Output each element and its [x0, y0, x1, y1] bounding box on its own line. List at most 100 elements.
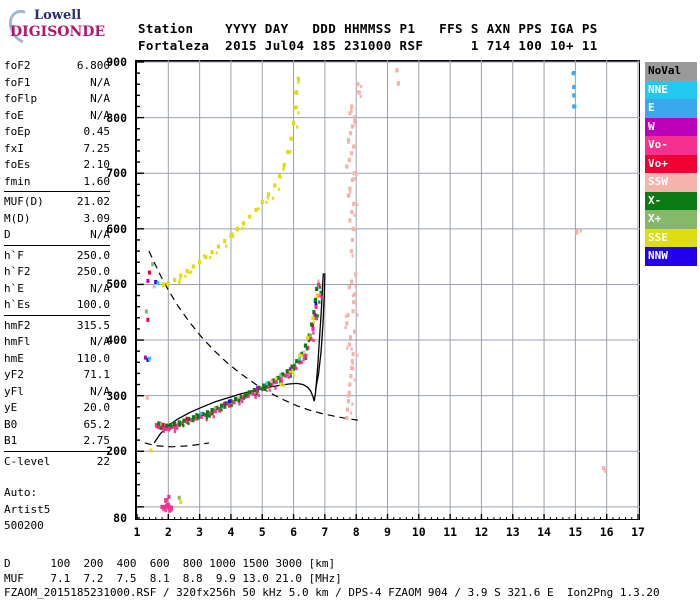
- param-key: MUF(D): [4, 195, 44, 208]
- param-key: yF2: [4, 368, 24, 381]
- param-value: 315.5: [76, 318, 110, 332]
- param-key: hmF2: [4, 318, 31, 332]
- param-row: foEp 0.45: [4, 124, 110, 141]
- param-key: B1: [4, 434, 18, 447]
- param-key: fmin: [4, 174, 31, 188]
- param-key: yE: [4, 401, 18, 414]
- param-key: foF2: [4, 59, 31, 72]
- param-value: 250.0: [76, 248, 110, 262]
- param-row: foE N/A: [4, 108, 110, 125]
- legend-item-noval[interactable]: NoVal: [645, 62, 697, 81]
- y-axis-tick-80: 80: [113, 511, 127, 525]
- footer-info: D 100 200 400 600 800 1000 1500 3000 [km…: [4, 557, 660, 601]
- param-value: 65.2: [83, 417, 111, 431]
- param-row: h`F 250.0: [4, 248, 110, 265]
- param-row: foF1 N/A: [4, 75, 110, 92]
- series-SSW-spread-band-high: [345, 82, 363, 258]
- param-row: B1 2.75: [4, 433, 110, 450]
- param-row: h`Es 100.0: [4, 297, 110, 314]
- x-axis-tick-10: 10: [411, 525, 426, 539]
- legend-item-nnw[interactable]: NNW: [645, 247, 697, 266]
- param-row: h`E N/A: [4, 281, 110, 298]
- param-row: hmF2 315.5: [4, 318, 110, 335]
- param-group-separator: [4, 450, 110, 452]
- param-key: foEs: [4, 158, 31, 171]
- legend-item-x-[interactable]: X+: [645, 210, 697, 229]
- param-key: yFl: [4, 384, 24, 398]
- param-row: M(D) 3.09: [4, 211, 110, 228]
- series-Es-layer: [160, 494, 173, 513]
- param-key: h`E: [4, 281, 24, 295]
- x-axis-tick-12: 12: [474, 525, 489, 539]
- param-key: foEp: [4, 125, 31, 138]
- logo-digisonde-text: DIGISONDE: [10, 24, 106, 40]
- param-value: 6.800: [76, 59, 110, 72]
- param-key: foE: [4, 108, 24, 122]
- station-header: Station YYYY DAY DDD HHMMSS P1 FFS S AXN…: [138, 20, 598, 54]
- param-row: C-level 22: [4, 454, 110, 471]
- param-row: foEs 2.10: [4, 157, 110, 174]
- param-row: foF2 6.800: [4, 58, 110, 75]
- series-F2-trace-ordinary: [154, 282, 323, 433]
- param-value: N/A: [90, 92, 110, 105]
- param-value: N/A: [90, 108, 110, 122]
- x-axis-tick-1: 1: [133, 525, 141, 539]
- param-value: 21.02: [76, 195, 110, 208]
- param-value: 7.25: [83, 141, 111, 155]
- legend-item-e[interactable]: E: [645, 99, 697, 118]
- x-axis-tick-2: 2: [164, 525, 172, 539]
- param-row: yF2 71.1: [4, 367, 110, 384]
- param-row: fxI 7.25: [4, 141, 110, 158]
- param-key: hmE: [4, 351, 24, 365]
- x-axis-tick-13: 13: [505, 525, 520, 539]
- param-value: 250.0: [76, 265, 110, 278]
- param-value: 110.0: [76, 351, 110, 365]
- param-key: h`F2: [4, 265, 31, 278]
- legend-item-sse[interactable]: SSE: [645, 228, 697, 247]
- autoscale-line: 500200: [4, 519, 44, 532]
- series-second-hop-F2: [162, 76, 301, 288]
- autoscale-info: Auto: Artist5 500200: [4, 485, 50, 535]
- x-axis-tick-6: 6: [290, 525, 298, 539]
- param-group-separator: [4, 244, 110, 246]
- ionogram-plot[interactable]: [135, 60, 640, 520]
- footer-distance-row: D 100 200 400 600 800 1000 1500 3000 [km…: [4, 557, 336, 570]
- logo-lowell-text: Lowell: [34, 8, 82, 23]
- x-axis-tick-7: 7: [321, 525, 329, 539]
- param-value: 2.75: [83, 434, 111, 447]
- param-key: foFlp: [4, 92, 38, 105]
- series-isolated-echoes: [395, 68, 607, 474]
- legend-item-x-[interactable]: X-: [645, 191, 697, 210]
- x-axis-tick-9: 9: [384, 525, 391, 539]
- param-value: 1.60: [83, 174, 111, 188]
- x-axis-tick-15: 15: [568, 525, 583, 539]
- param-row: MUF(D) 21.02: [4, 194, 110, 211]
- x-axis-tick-4: 4: [227, 525, 235, 539]
- polarization-legend[interactable]: NoVal NNE E W Vo- Vo+ SSW X- X+ SSE NNW: [645, 62, 697, 266]
- footer-muf-row: MUF 7.1 7.2 7.5 8.1 8.8 9.9 13.0 21.0 [M…: [4, 571, 342, 585]
- header-values-row: Fortaleza 2015 Jul04 185 231000 RSF 1 71…: [138, 38, 598, 53]
- param-key: fxI: [4, 141, 24, 155]
- series-noise-dots: [143, 262, 183, 505]
- legend-item-vo-[interactable]: Vo+: [645, 154, 697, 173]
- param-key: C-level: [4, 454, 51, 468]
- legend-item-w[interactable]: W: [645, 117, 697, 136]
- param-key: h`F: [4, 248, 24, 262]
- param-row: h`F2 250.0: [4, 264, 110, 281]
- x-axis-tick-16: 16: [599, 525, 614, 539]
- ionospheric-parameter-table: foF2 6.800 foF1 N/A foFlp N/A foE N/A foEp 0.45 fx…: [4, 58, 110, 470]
- legend-item-nne[interactable]: NNE: [645, 80, 697, 99]
- autoscale-line: Auto:: [4, 486, 38, 499]
- param-row: D N/A: [4, 227, 110, 244]
- legend-item-ssw[interactable]: SSW: [645, 173, 697, 192]
- param-row: foFlp N/A: [4, 91, 110, 108]
- param-row: hmFl N/A: [4, 334, 110, 351]
- series-mixed-speckle: [159, 279, 320, 427]
- header-labels-row: Station YYYY DAY DDD HHMMSS P1 FFS S AXN…: [138, 21, 598, 36]
- param-row: hmE 110.0: [4, 351, 110, 368]
- legend-item-vo-[interactable]: Vo-: [645, 136, 697, 155]
- param-value: 3.09: [83, 211, 111, 225]
- param-group-separator: [4, 191, 110, 192]
- param-row: yFl N/A: [4, 384, 110, 401]
